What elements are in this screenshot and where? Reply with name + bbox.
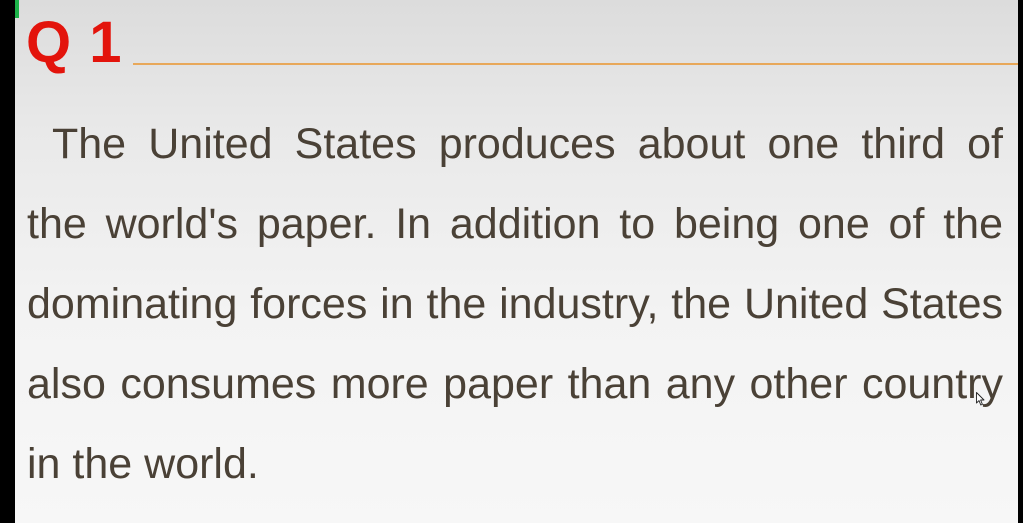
slide-body-text: The United States produces about one thi… xyxy=(27,120,1003,488)
presentation-slide: Q 1 The United States produces about one… xyxy=(15,0,1018,523)
recording-indicator xyxy=(15,0,19,18)
title-underline xyxy=(133,63,1018,65)
slide-title: Q 1 xyxy=(26,10,123,75)
left-letterbox xyxy=(0,0,15,523)
mouse-pointer-icon xyxy=(976,392,985,406)
right-letterbox xyxy=(1018,0,1023,523)
